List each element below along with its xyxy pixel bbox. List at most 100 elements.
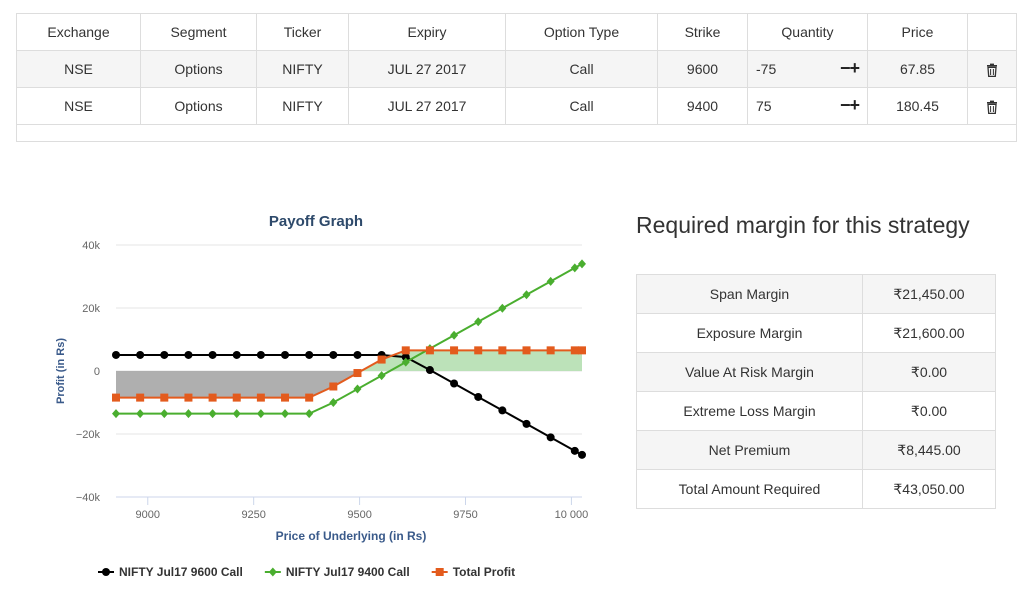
cell-ticker: NIFTY	[256, 50, 349, 88]
data-point	[281, 393, 290, 402]
data-point	[136, 350, 145, 359]
x-tick-label: 10 000	[555, 509, 589, 521]
cell-expiry: JUL 27 2017	[348, 50, 506, 88]
data-point	[329, 350, 338, 359]
data-point	[522, 290, 531, 300]
margin-value: ₹0.00	[862, 352, 996, 392]
minus-icon[interactable]: −	[839, 58, 850, 78]
legend-item: NIFTY Jul17 9400 Call	[286, 565, 410, 579]
margin-value: ₹43,050.00	[862, 469, 996, 509]
cell-price: 180.45	[867, 87, 968, 125]
chart-legend: NIFTY Jul17 9600 Call NIFTY Jul17 9400 Ca…	[98, 565, 515, 579]
data-point	[498, 406, 507, 415]
table-empty-row	[16, 124, 1017, 142]
loss-area	[116, 371, 362, 398]
legend-item: NIFTY Jul17 9600 Call	[119, 565, 243, 579]
plot-area: 40k 20k 0 −20k −40k 9000 9250 9500 9750 10 000	[76, 240, 588, 521]
trash-icon[interactable]	[985, 63, 999, 78]
data-point	[425, 346, 434, 355]
data-point	[329, 382, 338, 391]
plus-icon[interactable]: +	[849, 95, 859, 115]
data-point	[281, 350, 290, 359]
cell-exchange: NSE	[16, 87, 141, 125]
margin-row: Exposure Margin ₹21,600.00	[636, 313, 996, 353]
data-point	[160, 409, 169, 419]
margin-label: Net Premium	[636, 430, 863, 470]
margin-label: Exposure Margin	[636, 313, 863, 353]
header-expiry: Expiry	[348, 13, 506, 51]
quantity-value: 75	[756, 98, 772, 114]
y-tick-label: 20k	[82, 303, 100, 315]
data-point	[522, 419, 531, 428]
data-point	[353, 369, 362, 378]
margin-label: Span Margin	[636, 274, 863, 314]
legend-marker	[435, 568, 444, 576]
data-point	[112, 350, 120, 359]
plus-icon[interactable]: +	[849, 58, 859, 78]
cell-ticker: NIFTY	[256, 87, 349, 125]
cell-expiry: JUL 27 2017	[348, 87, 506, 125]
cell-segment: Options	[140, 87, 257, 125]
data-point	[256, 350, 265, 359]
data-point	[570, 446, 579, 455]
data-point	[474, 346, 483, 355]
cell-segment: Options	[140, 50, 257, 88]
data-point	[160, 350, 169, 359]
data-point	[401, 346, 410, 355]
data-point	[498, 346, 507, 355]
data-point	[450, 379, 459, 388]
cell-actions	[967, 87, 1017, 125]
y-axis-label: Profit (in Rs)	[55, 338, 67, 404]
trash-icon[interactable]	[985, 100, 999, 115]
header-ticker: Ticker	[256, 13, 349, 51]
y-tick-label: 0	[94, 366, 100, 378]
header-option-type: Option Type	[505, 13, 658, 51]
data-point	[112, 393, 120, 402]
header-price: Price	[867, 13, 968, 51]
data-point	[136, 393, 145, 402]
x-axis-label: Price of Underlying (in Rs)	[276, 529, 427, 543]
margin-value: ₹8,445.00	[862, 430, 996, 470]
data-point	[353, 350, 362, 359]
cell-strike: 9400	[657, 87, 748, 125]
minus-icon[interactable]: −	[839, 95, 850, 115]
data-point	[329, 398, 338, 408]
data-point	[474, 392, 483, 401]
x-tick-label: 9000	[136, 509, 160, 521]
y-tick-label: −20k	[76, 429, 101, 441]
data-point	[425, 366, 434, 375]
x-tick-label: 9250	[241, 509, 265, 521]
data-point	[522, 346, 531, 355]
header-actions	[967, 13, 1017, 51]
cell-quantity: -75 −+	[747, 50, 868, 88]
data-point	[546, 346, 555, 355]
data-point	[256, 393, 265, 402]
quantity-value: -75	[756, 61, 777, 77]
margin-label: Total Amount Required	[636, 469, 863, 509]
y-tick-label: −40k	[76, 492, 101, 504]
data-point	[474, 317, 483, 327]
cell-option-type: Call	[505, 50, 658, 88]
legend-marker	[102, 568, 110, 576]
table-row: NSE Options NIFTY JUL 27 2017 Call 9400 …	[16, 87, 1017, 125]
header-segment: Segment	[140, 13, 257, 51]
data-point	[498, 303, 507, 313]
margin-row: Extreme Loss Margin ₹0.00	[636, 391, 996, 431]
payoff-graph: Payoff Graph 40k 20k 0 −20k −40k 9000 9250 9500…	[55, 213, 588, 579]
data-point	[578, 259, 586, 269]
margin-value: ₹21,600.00	[862, 313, 996, 353]
data-point	[136, 409, 145, 419]
header-exchange: Exchange	[16, 13, 141, 51]
header-strike: Strike	[657, 13, 748, 51]
margin-label: Value At Risk Margin	[636, 352, 863, 392]
data-point	[450, 330, 459, 340]
quantity-stepper: −+	[839, 95, 860, 115]
legend-item: Total Profit	[453, 565, 515, 579]
data-point	[281, 409, 290, 419]
margin-value: ₹0.00	[862, 391, 996, 431]
cell-option-type: Call	[505, 87, 658, 125]
margin-row: Net Premium ₹8,445.00	[636, 430, 996, 470]
data-point	[232, 350, 241, 359]
data-point	[353, 384, 362, 394]
quantity-stepper: −+	[839, 58, 860, 78]
